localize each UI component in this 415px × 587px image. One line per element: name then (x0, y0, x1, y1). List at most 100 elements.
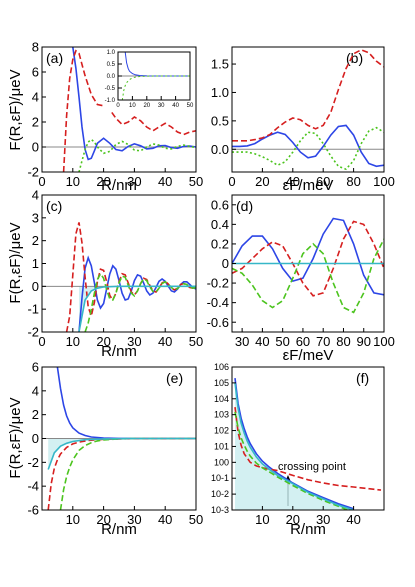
series-blue-b (232, 124, 384, 168)
y-tick-label-e: -2 (27, 455, 39, 470)
y-tick-label-inset: 1.0 (107, 50, 116, 56)
x-tick-label-f: 30 (316, 512, 330, 527)
y-tick-label-f: 101 (214, 441, 229, 451)
panel-label-c: (c) (46, 198, 62, 214)
y-tick-label-f: 105 (214, 378, 229, 388)
x-tick-label-e: 40 (158, 512, 172, 527)
y-tick-label-inset: 0.5 (107, 62, 116, 68)
series-red-a (62, 49, 196, 172)
x-axis-title-c: R/nm (101, 343, 137, 360)
plot-frame-a (41, 46, 197, 173)
panel-label-e: (e) (166, 370, 183, 386)
x-tick-label-inset: 10 (129, 103, 136, 109)
y-tick-label-a: 0 (32, 140, 39, 155)
shaded-band-f (235, 382, 354, 510)
panel-label-a: (a) (46, 50, 63, 66)
x-tick-label-e: 50 (189, 512, 203, 527)
x-tick-label-inset: 20 (143, 103, 150, 109)
series-blue-d (232, 217, 384, 296)
y-tick-label-d: 0.4 (211, 217, 229, 232)
y-axis-title-c: F(R,εF)/μeV (7, 222, 24, 303)
y-tick-label-e: 2 (32, 407, 39, 422)
series-green-c (84, 272, 196, 332)
y-tick-label-a: 4 (32, 90, 39, 105)
y-tick-label-f: 104 (214, 394, 229, 404)
x-tick-label-c: 50 (189, 334, 203, 349)
series-green-d (232, 238, 384, 314)
x-tick-label-b: 0 (228, 174, 235, 189)
series-red-c (65, 222, 196, 332)
y-tick-label-c: 1 (32, 256, 39, 271)
y-tick-label-f: 100 (214, 457, 229, 467)
y-tick-label-d: 0 (222, 256, 229, 271)
y-tick-label-e: 0 (32, 431, 39, 446)
x-tick-label-inset: 30 (158, 103, 165, 109)
y-tick-label-inset: -1.0 (105, 98, 116, 104)
x-tick-label-e: 30 (127, 512, 141, 527)
x-tick-label-c: 20 (96, 334, 110, 349)
x-tick-label-a: 50 (189, 174, 203, 189)
x-tick-label-c: 40 (158, 334, 172, 349)
x-tick-label-inset: 0 (116, 103, 120, 109)
series-green-f (234, 411, 348, 510)
x-tick-label-d: 40 (255, 334, 269, 349)
panel-label-d: (d) (236, 198, 253, 214)
x-axis-title-e: R/nm (101, 521, 137, 538)
x-tick-label-b: 100 (373, 174, 395, 189)
x-tick-label-b: 80 (346, 174, 360, 189)
x-tick-label-d: 100 (373, 334, 395, 349)
y-tick-label-a: 8 (32, 40, 39, 55)
y-tick-label-e: 4 (32, 383, 39, 398)
series-red-d (232, 220, 384, 297)
series-green-e (59, 437, 196, 510)
x-tick-label-d: 90 (356, 334, 370, 349)
x-tick-label-a: 20 (96, 174, 110, 189)
x-tick-label-f: 20 (286, 512, 300, 527)
x-tick-label-a: 30 (127, 174, 141, 189)
y-tick-label-d: -0.6 (207, 315, 229, 330)
x-tick-label-a: 10 (66, 174, 80, 189)
y-tick-label-d: -0.4 (207, 295, 229, 310)
y-tick-label-e: -4 (27, 479, 39, 494)
annotation-crossing-point: crossing point (278, 461, 346, 473)
y-tick-label-a: 6 (32, 65, 39, 80)
y-tick-label-f: 10-3 (211, 505, 229, 515)
series-red-b (232, 48, 384, 142)
series-red-f (234, 407, 382, 491)
x-tick-label-b: 40 (286, 174, 300, 189)
x-tick-label-a: 40 (158, 174, 172, 189)
x-axis-title-f: R/nm (290, 521, 326, 538)
y-tick-label-f: 106 (214, 362, 229, 372)
y-tick-label-d: 0.2 (211, 236, 229, 251)
y-tick-label-f: 102 (214, 426, 229, 436)
x-tick-label-f: 10 (255, 512, 269, 527)
x-tick-label-b: 20 (255, 174, 269, 189)
x-tick-label-d: 30 (235, 334, 249, 349)
y-axis-title-e: F(R,εF)/μeV (7, 397, 24, 478)
y-tick-label-a: 2 (32, 115, 39, 130)
x-tick-label-e: 20 (96, 512, 110, 527)
series-cyan-f (234, 382, 354, 510)
x-tick-label-d: 50 (275, 334, 289, 349)
y-tick-label-c: -2 (27, 325, 39, 340)
series-blue-c (78, 255, 196, 332)
series-green-b (232, 126, 384, 171)
y-tick-label-b: 1.0 (211, 85, 229, 100)
y-tick-label-c: 0 (32, 279, 39, 294)
x-tick-label-d: 60 (296, 334, 310, 349)
series-blue-f (234, 378, 354, 510)
y-axis-title-a: F(R,εF)/μeV (7, 69, 24, 150)
y-tick-label-e: -6 (27, 503, 39, 518)
x-tick-label-f: 40 (346, 512, 360, 527)
x-tick-label-c: 0 (38, 334, 45, 349)
y-tick-label-inset: 0.0 (107, 74, 116, 80)
x-tick-label-a: 0 (38, 174, 45, 189)
panel-label-f: (f) (356, 370, 369, 386)
x-tick-label-c: 30 (127, 334, 141, 349)
y-tick-label-b: 0.5 (211, 113, 229, 128)
y-tick-label-f: 103 (214, 410, 229, 420)
y-tick-label-f: 10-1 (211, 473, 229, 483)
plot-frame-c (41, 194, 197, 333)
